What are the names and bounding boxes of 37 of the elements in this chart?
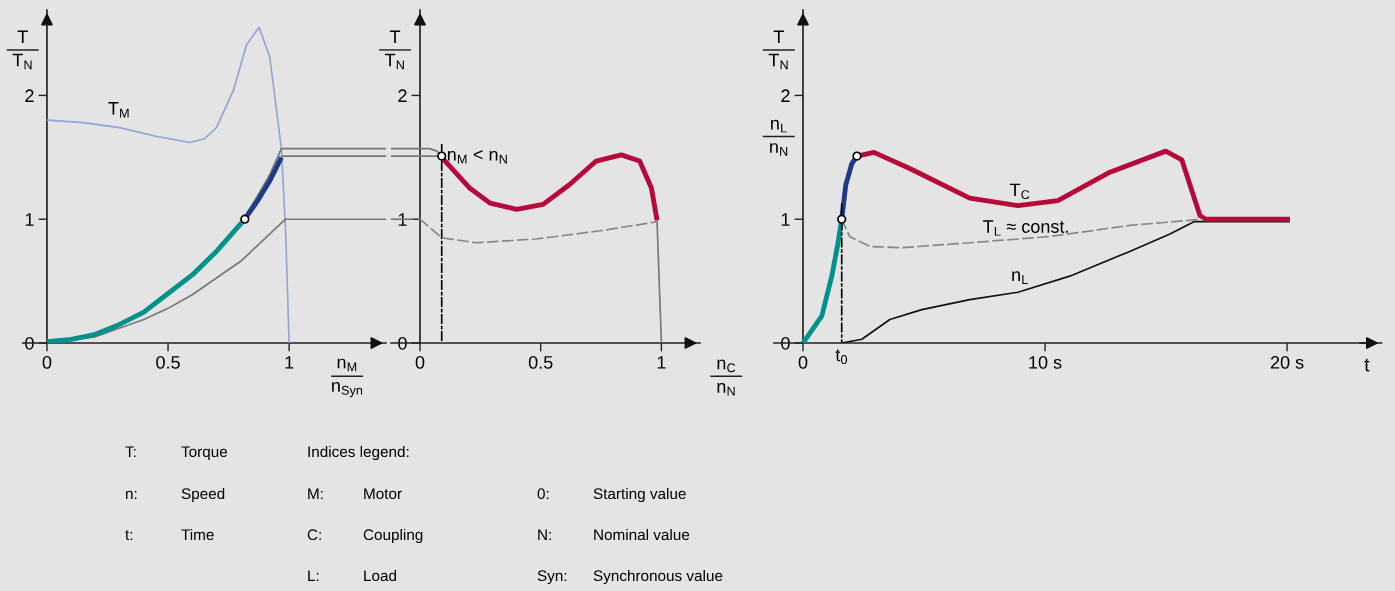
annotation: n$_{M}$ < n$_{N}$ bbox=[447, 150, 507, 164]
y-axis-title: T T$_{N}$ bbox=[12, 30, 32, 70]
text: T: Torque bbox=[125, 446, 228, 461]
annotation: T$_{L}$ ≈ const. bbox=[983, 220, 1068, 236]
y-axis-title: T T$_{N}$ bbox=[384, 30, 404, 70]
text: C: Coupling bbox=[307, 528, 423, 544]
y-tick-label: 2 bbox=[781, 89, 790, 102]
x-tick-label: 1 bbox=[657, 356, 666, 369]
x-tick-label: 0.5 bbox=[156, 355, 180, 369]
y-tick-label: 1 bbox=[781, 213, 790, 226]
y2-axis-title: n$_{L}$ n$_{N}$ bbox=[770, 119, 788, 156]
x-tick-label: 0 bbox=[42, 355, 52, 369]
x-tick-label: 20 s bbox=[1270, 355, 1304, 369]
x-tick-label: 0.5 bbox=[528, 355, 553, 369]
text: n: Speed bbox=[126, 487, 225, 503]
x-axis-title: n$_{M}$ n$_{Syn}$ bbox=[332, 358, 363, 398]
annotation: n$_{L}$ bbox=[1012, 271, 1028, 284]
x-tick-label: 10 s bbox=[1029, 355, 1062, 369]
y-tick-label: 1 bbox=[25, 213, 34, 226]
text: t: Time bbox=[125, 528, 214, 541]
annotation: T$_{M}$ bbox=[108, 102, 129, 118]
y-tick-label: 2 bbox=[25, 89, 34, 102]
text: Syn: Synchronous value bbox=[537, 569, 723, 585]
text: M: Motor bbox=[308, 488, 402, 500]
x-tick-label: 0 bbox=[798, 355, 808, 369]
y-axis-title: T T$_{N}$ bbox=[768, 30, 788, 70]
x-tick-label: 1 bbox=[285, 356, 294, 369]
annotation: t$_{0}$ bbox=[835, 349, 848, 365]
annotation: T$_{C}$ bbox=[1009, 183, 1030, 200]
x-axis-title: t bbox=[1364, 358, 1370, 372]
text: N: Nominal value bbox=[538, 528, 690, 541]
text: L: Load bbox=[308, 569, 396, 582]
x-axis-title: n$_{C}$ n$_{N}$ bbox=[717, 359, 736, 396]
text: Indices legend: bbox=[308, 445, 409, 461]
y-tick-label: 2 bbox=[398, 89, 407, 102]
x-tick-label: 0 bbox=[415, 355, 425, 369]
text: 0: Starting value bbox=[537, 487, 686, 503]
